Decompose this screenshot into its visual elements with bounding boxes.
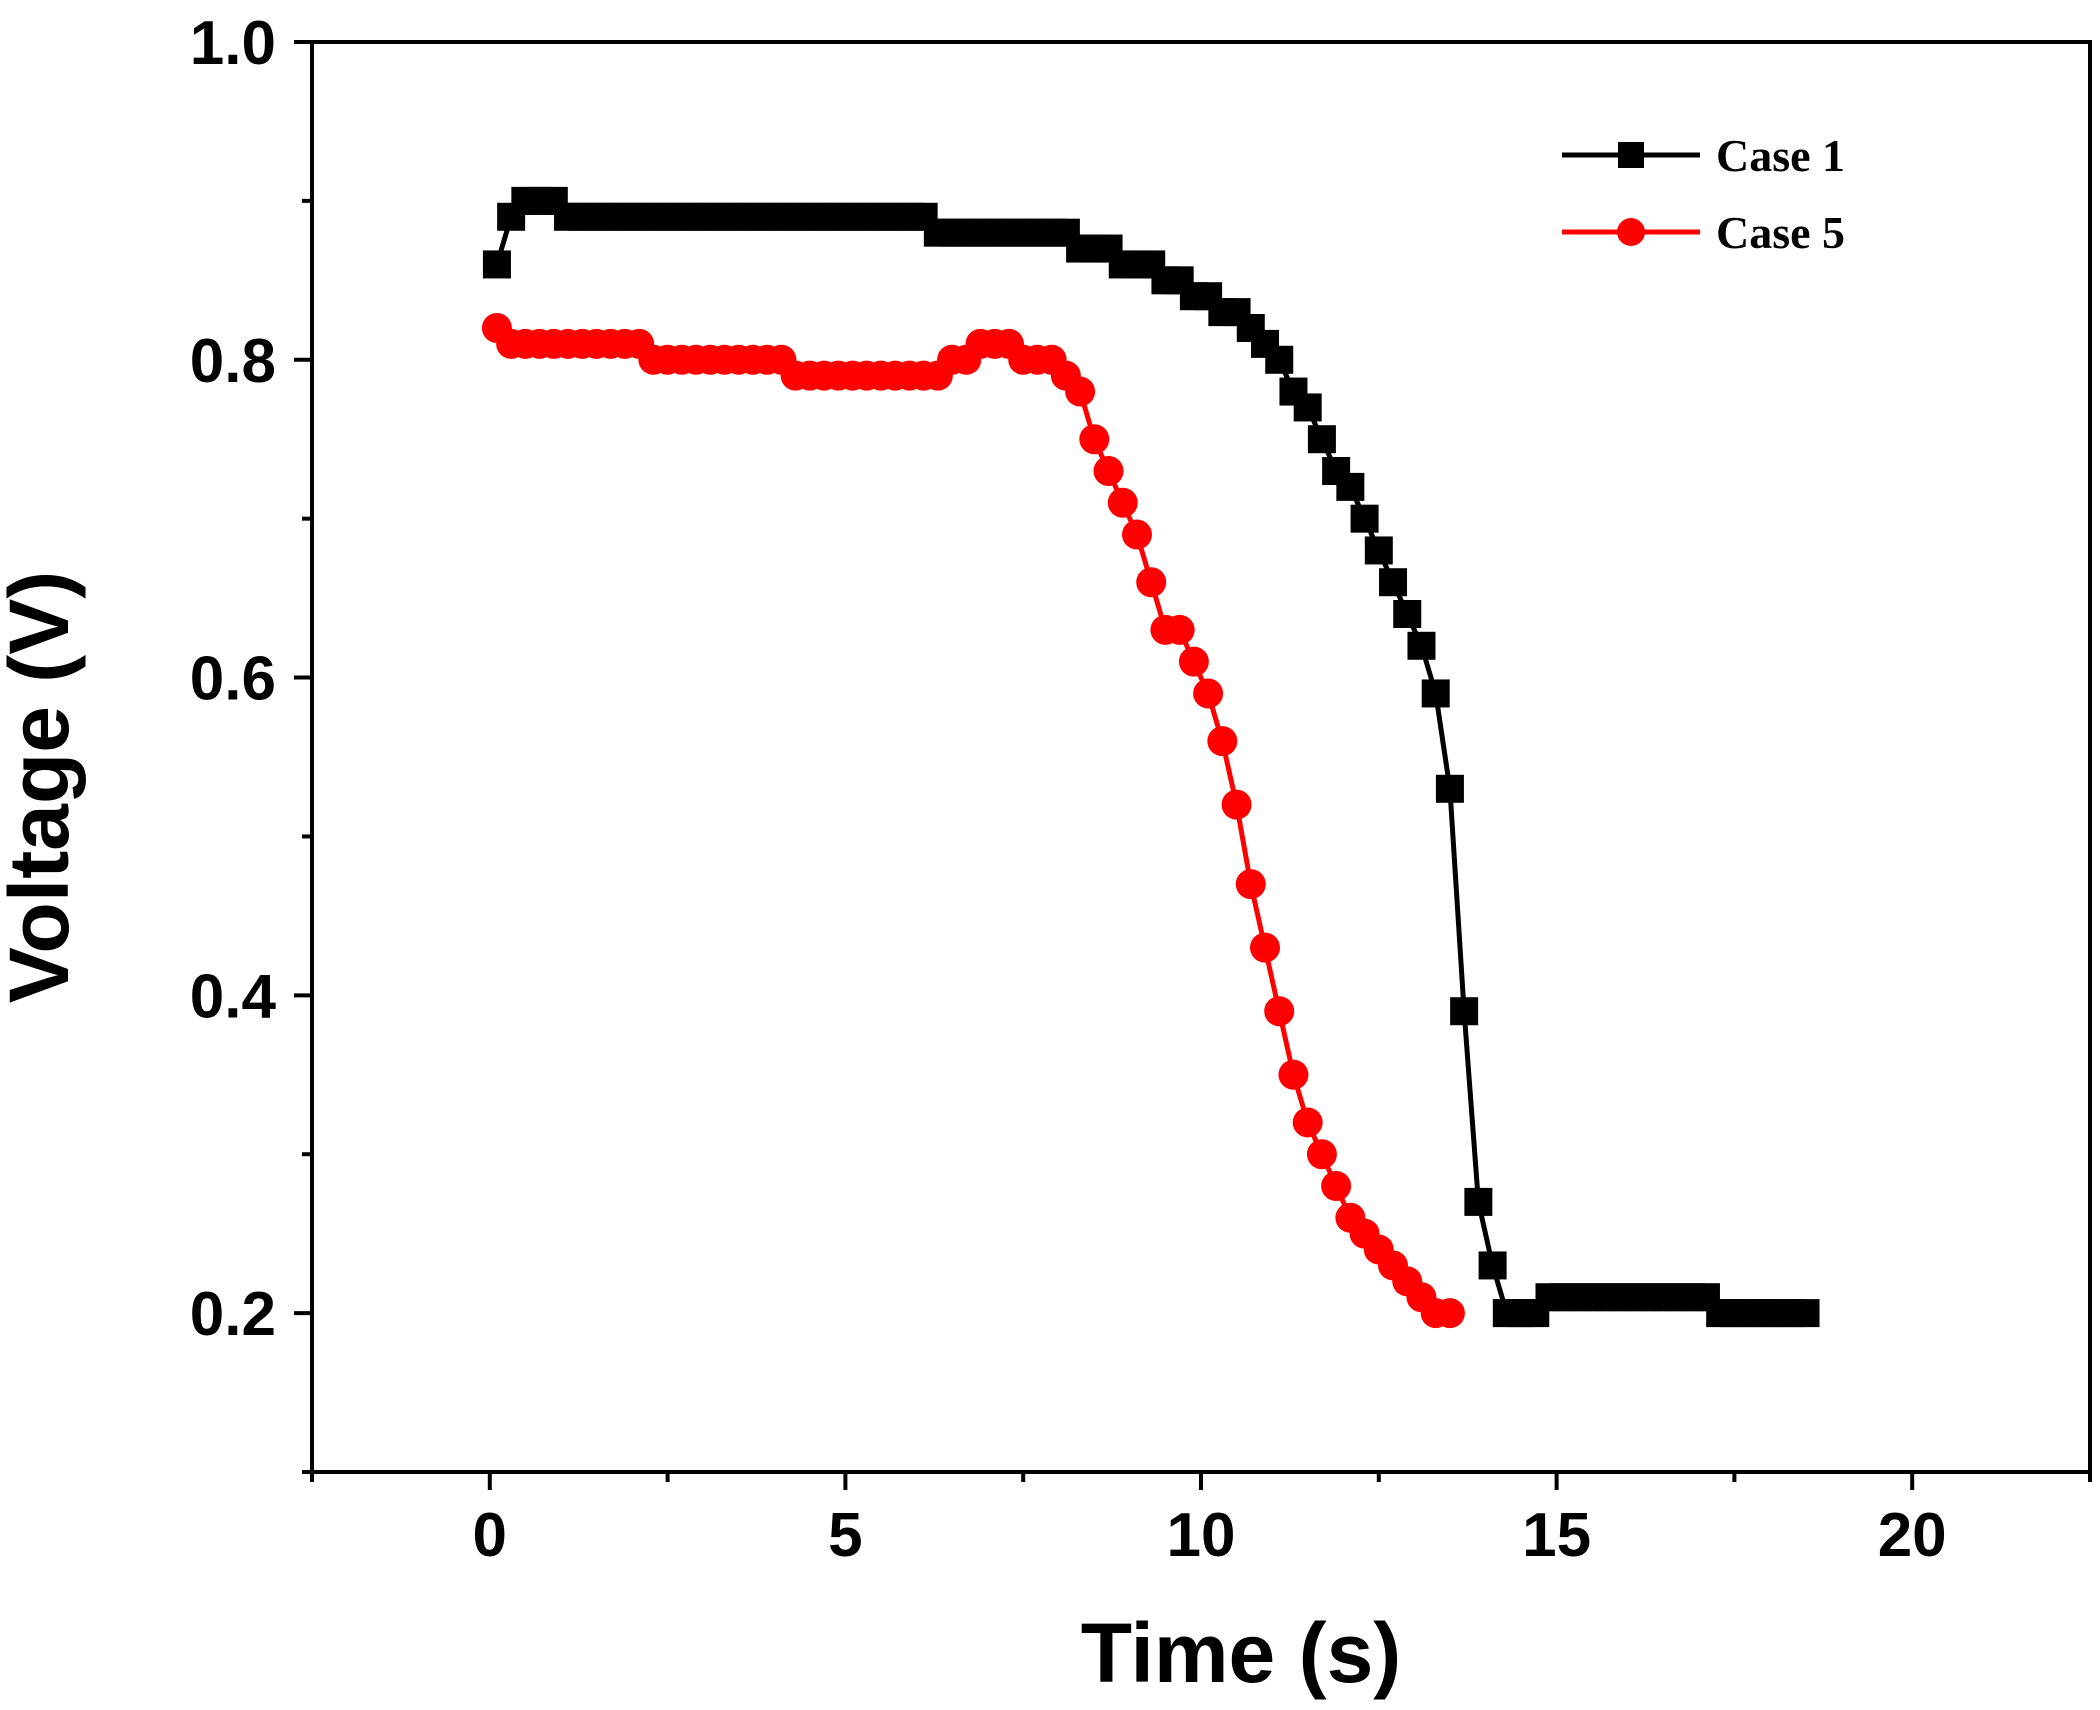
data-point [1434, 1298, 1465, 1329]
y-tick-label: 0.8 [190, 327, 276, 396]
data-point [1264, 996, 1295, 1027]
data-point [1193, 678, 1224, 709]
data-point [1364, 536, 1393, 565]
data-point [1278, 1059, 1309, 1090]
data-point [1435, 774, 1464, 803]
y-tick-label: 0.6 [190, 645, 276, 714]
data-point [1235, 869, 1266, 900]
data-point [1407, 631, 1436, 660]
data-point [1121, 519, 1152, 550]
data-point [1464, 1187, 1493, 1216]
data-point [1207, 726, 1238, 757]
y-tick-label: 1.0 [190, 9, 276, 78]
x-tick-label: 20 [1878, 1501, 1947, 1570]
legend-label: Case 5 [1716, 207, 1845, 258]
data-point [1093, 456, 1124, 486]
data-point [1450, 997, 1479, 1026]
data-point [1307, 425, 1336, 454]
tick-labels: 0 5 10 15 20 0.2 0.4 0.6 0.8 1.0 [190, 9, 1947, 1570]
data-series [481, 186, 1820, 1329]
legend: Case 1 Case 5 [1562, 130, 1845, 258]
data-point [1065, 376, 1096, 407]
x-tick-label: 15 [1522, 1501, 1591, 1570]
x-tick-label: 10 [1167, 1501, 1236, 1570]
x-tick-label: 5 [828, 1501, 862, 1570]
series-case-5 [481, 313, 1465, 1329]
data-point [1421, 679, 1450, 708]
y-axis-title: Voltage (V) [0, 571, 86, 1003]
data-point [1107, 487, 1138, 518]
legend-label: Case 1 [1716, 130, 1845, 181]
data-point [1306, 1139, 1337, 1170]
data-point [1350, 504, 1379, 533]
data-point [1336, 472, 1365, 501]
x-tick-label: 0 [473, 1501, 507, 1570]
data-point [1478, 1251, 1507, 1280]
data-point [1321, 1171, 1352, 1201]
data-point [1250, 932, 1281, 963]
legend-swatch-marker [1618, 142, 1644, 168]
data-point [1791, 1299, 1820, 1328]
data-point [1221, 789, 1252, 820]
y-tick-label: 0.4 [190, 962, 277, 1031]
data-point [1379, 568, 1408, 597]
data-point [1164, 614, 1195, 645]
series-case-1 [482, 186, 1820, 1328]
plot-frame [310, 40, 2092, 1474]
data-point [1178, 646, 1209, 677]
legend-item: Case 5 [1562, 207, 1845, 258]
legend-swatch-marker [1617, 218, 1645, 246]
data-point [482, 250, 511, 279]
data-point [1292, 1107, 1323, 1138]
data-point [1079, 424, 1110, 455]
data-point [1293, 393, 1322, 422]
data-point [1393, 600, 1422, 628]
legend-item: Case 1 [1562, 130, 1845, 181]
data-point [1265, 345, 1294, 374]
y-tick-label: 0.2 [190, 1280, 276, 1349]
data-point [1136, 567, 1167, 598]
x-axis-title: Time (s) [1081, 1606, 1402, 1700]
